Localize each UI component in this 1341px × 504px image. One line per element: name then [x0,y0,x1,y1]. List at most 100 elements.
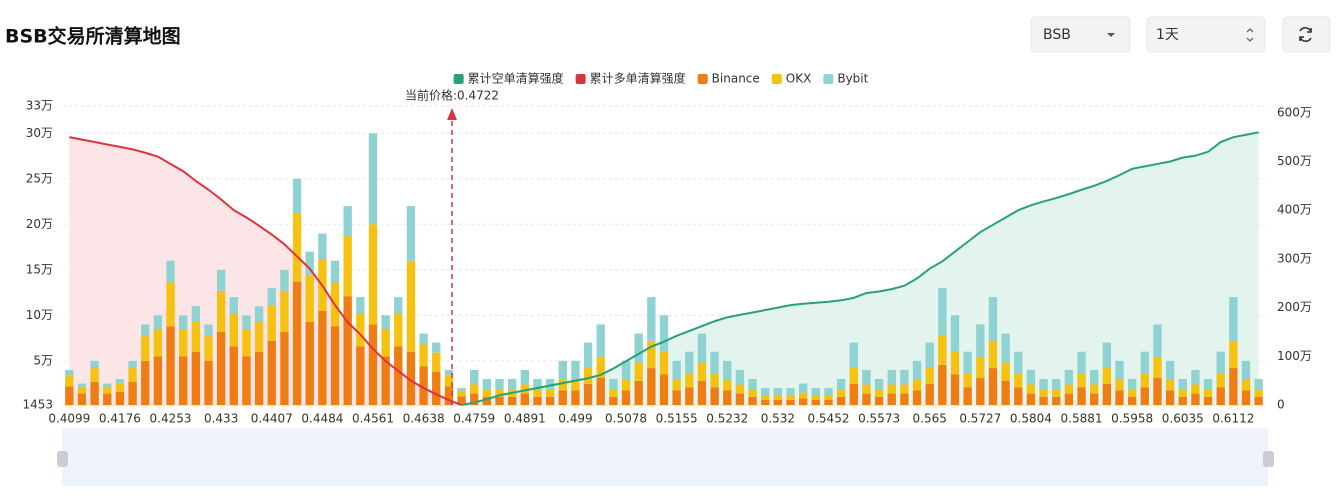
bar-segment [862,393,871,405]
bar-segment [254,306,264,322]
x-tick-label: 0.4484 [301,412,343,426]
bar-segment [609,389,618,397]
bar-segment [672,379,681,391]
bar-segment [1254,379,1263,390]
x-tick-label: 0.532 [761,412,795,426]
bar-segment [166,282,175,327]
bar-segment [761,388,770,396]
x-tick-label: 0.5958 [1111,412,1153,426]
bar-segment [1153,324,1162,358]
bar-segment [343,296,352,405]
bar-segment [938,364,947,405]
bar-segment [141,360,150,405]
bar-segment [786,399,795,405]
bar-segment [179,315,188,329]
bar-segment [179,328,188,357]
bar-segment [368,224,378,325]
bar-segment [1026,384,1036,394]
bar-segment [432,342,441,353]
bar-segment [356,297,365,314]
bar-segment [115,391,125,405]
bar-segment [647,368,656,405]
x-tick-label: 0.6035 [1162,412,1204,426]
legend-swatch [823,74,834,84]
y2-tick-label: 0 [1277,398,1285,412]
bar-segment [976,324,985,358]
bar-segment [1001,333,1010,363]
x-tick-label: 0.4253 [150,412,192,426]
bar-segment [444,375,454,387]
bar-segment [799,383,808,393]
zoom-handle[interactable] [57,451,68,467]
x-tick-label: 0.5804 [1010,412,1052,426]
bar-segment [748,396,757,405]
bar-segment [229,346,238,405]
select-box[interactable] [1030,16,1131,53]
legend: 累计空单清算强度 累计多单清算强度 Binance OKX Bybit [453,71,869,86]
bar-segment [1216,373,1225,388]
bar-segment [963,351,972,374]
bar-segment [318,233,327,259]
bar-segment [545,396,555,405]
bar-segment [507,379,517,390]
bar-segment [710,373,719,388]
page-title: BSB交易所清算地图 [5,25,181,48]
bar-segment [1229,297,1238,341]
y-tick-label: 20万 [26,217,53,231]
data-zoom[interactable] [57,428,1274,486]
bar-segment [786,395,795,400]
bar-segment [1140,373,1149,388]
bar-segment [1229,340,1238,369]
bar-segment [280,290,289,332]
bar-segment [128,381,137,405]
x-tick-label: 0.565 [913,412,947,426]
refresh-button[interactable] [1282,16,1331,53]
bar-segment [1039,389,1048,397]
bar-segment [115,383,125,392]
y2-tick-label: 200万 [1277,300,1312,314]
bar-segment [723,390,732,405]
bar-segment [444,386,454,405]
bar-segment [659,374,669,405]
bar-segment [836,396,846,405]
bar-segment [419,344,428,367]
bar-segment [976,377,985,405]
bar-segment [672,360,681,380]
x-tick-label: 0.433 [204,412,238,426]
x-tick-label: 0.4891 [504,412,546,426]
dropdown-arrow [1107,33,1115,37]
bar-segment [1090,369,1099,385]
bar-segment [406,260,416,352]
bar-segment [1241,360,1251,380]
bar-segment [1127,396,1137,405]
bar-segment [242,328,251,357]
y-tick-label: 10万 [26,308,53,322]
bar-segment [115,379,125,384]
bar-segment [988,297,998,341]
bar-segment [242,356,251,405]
bar-segment [950,351,960,375]
button-box[interactable] [1282,16,1331,53]
zoom-handle[interactable] [1263,451,1274,467]
bar-segment [1064,393,1074,405]
bar-segment [65,386,74,405]
bar-segment [849,384,858,405]
bar-segment [330,260,340,283]
bar-segment [545,379,555,390]
bar-segment [773,388,783,396]
period-select[interactable]: 1天 [1146,16,1266,53]
bar-segment [621,390,631,405]
bar-segment [280,331,289,405]
symbol-select[interactable]: BSB [1030,16,1131,53]
bar-segment [672,390,681,405]
bar-segment [1052,389,1061,397]
bar-segment [988,340,998,369]
bar-segment [1115,379,1124,391]
bar-segment [1052,379,1061,390]
bar-segment [912,360,922,380]
select-box[interactable] [1146,16,1266,53]
bar-segment [216,269,226,291]
bar-segment [318,310,327,405]
bar-segment [647,297,656,341]
bar-segment [596,357,605,378]
